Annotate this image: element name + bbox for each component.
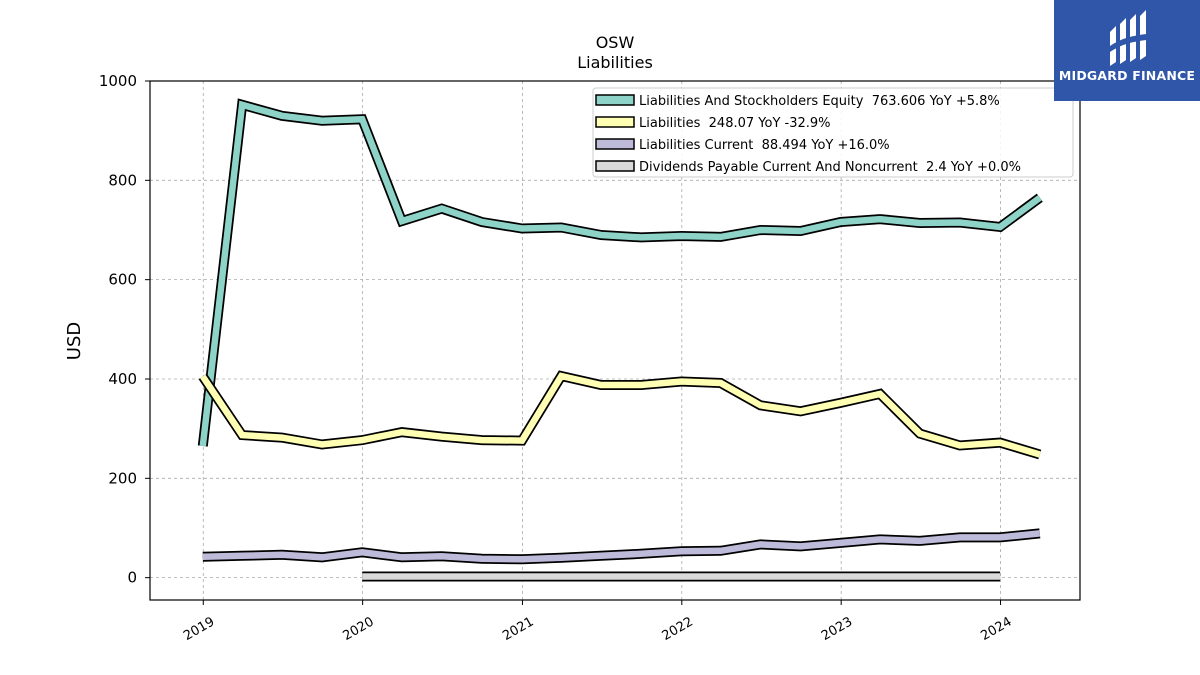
series-line (200, 372, 1041, 458)
legend-box (592, 87, 1074, 178)
legend-swatch (595, 138, 635, 150)
x-tick-label: 2023 (819, 614, 855, 644)
series-0 (197, 98, 1043, 447)
series-1 (198, 370, 1042, 460)
series-2 (202, 528, 1041, 565)
y-tick-label: 800 (108, 171, 137, 189)
chart-subtitle: Liabilities (577, 53, 653, 72)
logo-text: MIDGARD FINANCE (1058, 68, 1196, 83)
y-axis-label: USD (64, 322, 85, 360)
x-tick-label: 2019 (181, 614, 217, 644)
legend-swatch (595, 160, 635, 172)
legend-entry: Liabilities And Stockholders Equity 763.… (639, 94, 1000, 109)
y-tick-label: 1000 (99, 72, 137, 90)
legend-entry: Liabilities 248.07 YoY -32.9% (639, 116, 831, 131)
midgard-finance-logo: MIDGARD FINANCE (1054, 0, 1200, 101)
legend-swatch (595, 94, 635, 106)
grid-lines (150, 80, 1080, 600)
x-tick-label: 2024 (978, 614, 1014, 644)
x-tick-label: 2021 (500, 614, 536, 644)
legend: Liabilities And Stockholders Equity 763.… (592, 87, 1074, 178)
y-tick-label: 0 (127, 569, 137, 587)
plot-frame (149, 80, 1081, 601)
chart-title: OSW (596, 33, 635, 52)
x-tick-label: 2020 (340, 614, 376, 644)
y-tick-label: 200 (108, 469, 137, 487)
legend-entry: Liabilities Current 88.494 YoY +16.0% (639, 138, 890, 153)
legend-entry: Dividends Payable Current And Noncurrent… (639, 160, 1021, 175)
x-tick-label: 2022 (660, 614, 696, 644)
series-line (199, 100, 1042, 447)
y-tick-label: 400 (108, 370, 137, 388)
legend-swatch (595, 116, 635, 128)
y-tick-label: 600 (108, 271, 137, 289)
series-layer (197, 98, 1043, 582)
logo-mark-icon (1110, 10, 1146, 66)
series-line (202, 530, 1041, 563)
